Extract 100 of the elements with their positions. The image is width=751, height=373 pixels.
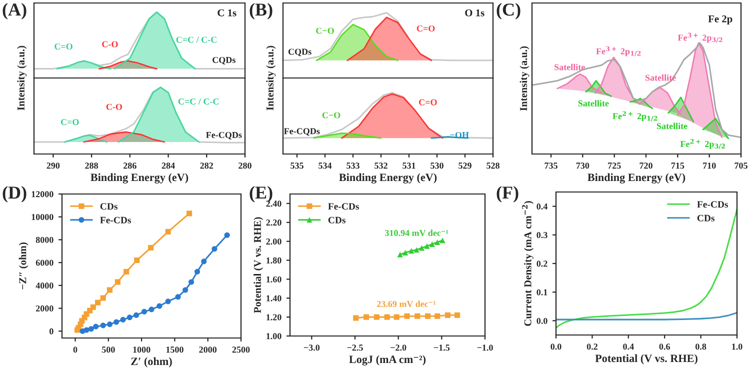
x-tick-label: 0.0	[550, 344, 562, 350]
x-tick-label: 0	[73, 346, 78, 353]
y-tick-label: 8000	[36, 236, 54, 243]
point	[100, 322, 106, 328]
y-tick-label: 10000	[32, 214, 54, 220]
y-tick-label: 12000	[32, 191, 54, 198]
x-tick-label: 1000	[133, 346, 150, 353]
x-tick-label: 0.2	[586, 344, 598, 350]
point	[434, 313, 440, 319]
legend-label: Fe-CDs	[100, 216, 131, 224]
point	[175, 294, 181, 300]
x-tick-label: 533	[346, 162, 360, 169]
y-tick-label: 0.3	[536, 232, 548, 238]
annotation: C-O	[106, 104, 122, 110]
y-tick-label: 1.20	[266, 314, 282, 320]
y-tick-label: 2.20	[266, 220, 282, 226]
y-tick-label: 0	[49, 328, 54, 334]
point	[141, 308, 147, 314]
y-tick-label: 2000	[36, 305, 54, 312]
legend-label: Fe-CDs	[697, 201, 728, 208]
annotation: Fe$^{2+}$ 2p$_{1/2}$	[612, 111, 658, 122]
point	[194, 268, 200, 274]
legend-label: CDs	[100, 203, 118, 210]
point	[418, 245, 425, 251]
annotation: C=C / C-C	[178, 98, 219, 105]
y-axis-title: Potential (V vs. RHE)	[254, 217, 264, 314]
annotation: Satellite	[645, 74, 676, 81]
y-tick-label: 1.40	[266, 295, 282, 302]
point	[93, 324, 99, 330]
point	[414, 313, 420, 319]
x-tick-label: 735	[544, 162, 558, 169]
y-tick-label: 2.00	[266, 238, 282, 245]
annotation: C-O	[102, 41, 118, 48]
text: (C)	[496, 3, 520, 20]
point	[353, 315, 359, 321]
point	[120, 316, 126, 322]
point	[384, 314, 390, 320]
x-tick-label: 730	[576, 162, 590, 169]
annotation: C−O	[322, 112, 340, 118]
legend-label: Fe-CDs	[328, 203, 359, 210]
annotation: C=O	[419, 99, 437, 106]
x-tick-label: 0.6	[659, 344, 670, 350]
x-tick-label: 286	[124, 162, 136, 169]
point	[133, 312, 140, 318]
y-tick-label: 0.1	[536, 289, 548, 296]
x-tick-label: 0.4	[623, 344, 634, 350]
annotation: O 1s	[465, 9, 484, 16]
y-tick-label: 2.40	[266, 200, 282, 207]
point	[114, 279, 120, 285]
annotation: C−O	[316, 28, 334, 34]
x-tick-label: −1.0	[477, 344, 493, 351]
x-axis-title: Potential (V vs. RHE)	[595, 354, 698, 364]
x-tick-label: 284	[162, 162, 175, 169]
x-tick-label: 282	[200, 162, 214, 169]
text: Fe$^{3+}$ 2p$_{3/2}$	[678, 32, 722, 43]
y-axis-title: −Z″ (ohm)	[18, 242, 28, 290]
x-tick-label: 500	[102, 346, 115, 353]
x-tick-label: 705	[734, 162, 748, 169]
y-axis-title: Intensity (a.u.)	[266, 46, 276, 110]
point	[124, 268, 130, 274]
point	[434, 240, 440, 246]
point	[106, 322, 113, 328]
text: (D)	[2, 186, 26, 202]
point	[165, 298, 171, 304]
x-axis-title: Binding Energy (eV)	[339, 173, 437, 184]
x-tick-label: −1.5	[434, 344, 450, 351]
y-tick-label: 1.80	[266, 257, 282, 264]
annotation: Satellite	[554, 64, 585, 70]
x-tick-label: −2.0	[390, 344, 406, 351]
y-tick-label: 0.0	[536, 318, 548, 324]
point	[182, 287, 188, 293]
y-axis-title: Intensity (a.u.)	[520, 46, 530, 111]
annotation: C=O	[60, 119, 79, 126]
annotation: Fe$^{3+}$ 2p$_{1/2}$	[596, 46, 641, 56]
x-tick-label: −3.0	[304, 344, 320, 351]
x-axis-title: Z′ (ohm)	[131, 357, 172, 368]
x-tick-label: 715	[671, 162, 684, 169]
x-axis-title: Binding Energy (eV)	[588, 173, 686, 184]
point	[425, 313, 431, 319]
point	[424, 243, 430, 249]
point	[165, 228, 171, 234]
annotation: C=O	[416, 25, 435, 32]
point	[394, 314, 400, 320]
annotation: C 1s	[218, 9, 236, 16]
point	[106, 287, 113, 293]
point	[95, 300, 101, 306]
point	[134, 258, 140, 264]
annotation: CQDs	[212, 56, 236, 64]
point	[201, 258, 207, 264]
point	[148, 244, 154, 250]
x-axis-title: Binding Energy (eV)	[90, 173, 188, 184]
x-tick-label: 2500	[232, 346, 250, 353]
x-tick-label: 534	[318, 162, 332, 169]
annotation: C=C / C-C	[176, 36, 216, 43]
point	[212, 246, 218, 252]
y-tick-label: 0.2	[536, 260, 548, 267]
point	[444, 312, 451, 318]
point	[156, 303, 162, 309]
x-tick-label: 531	[402, 162, 416, 169]
point	[402, 250, 408, 256]
